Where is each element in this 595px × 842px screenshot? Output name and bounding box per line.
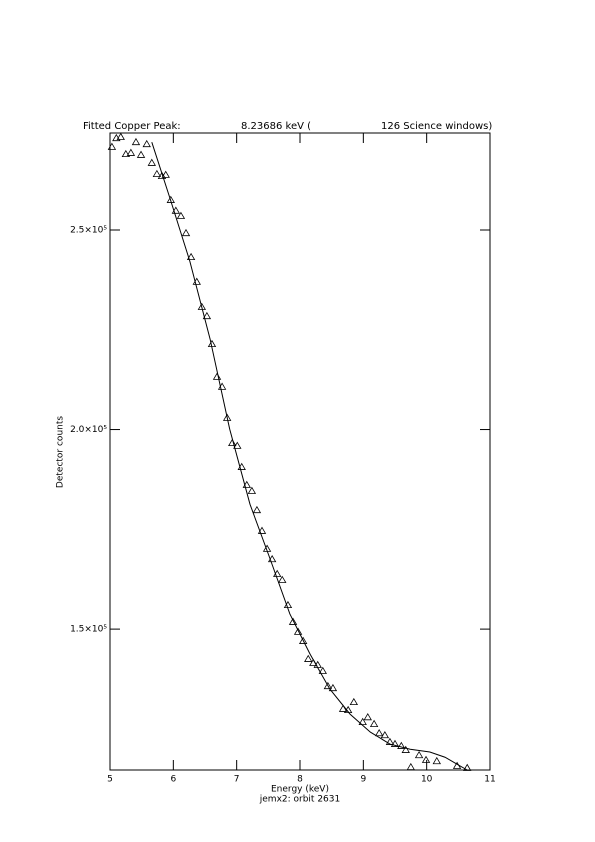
data-point xyxy=(288,617,298,625)
data-point xyxy=(432,756,441,765)
data-point xyxy=(374,728,384,737)
data-point xyxy=(252,505,262,514)
data-point xyxy=(328,683,338,692)
data-point xyxy=(166,195,175,203)
data-point xyxy=(369,719,379,728)
x-tick-label: 6 xyxy=(170,775,176,785)
data-point xyxy=(323,681,333,690)
data-point xyxy=(358,717,367,726)
data-point xyxy=(390,739,400,747)
data-point xyxy=(222,413,232,421)
data-point xyxy=(147,158,156,166)
x-axis-label: Energy (keV) xyxy=(271,785,329,795)
data-point xyxy=(397,741,406,749)
y-tick-label: 1.5×10⁵ xyxy=(70,625,107,635)
y-tick-label: 2.5×10⁵ xyxy=(70,225,107,235)
data-point xyxy=(293,627,303,635)
x-tick-label: 5 xyxy=(107,775,113,785)
data-point xyxy=(186,252,196,261)
data-point xyxy=(107,142,117,150)
data-point xyxy=(181,228,191,237)
y-axis-label: Detector counts xyxy=(56,416,66,488)
data-point xyxy=(136,150,146,158)
data-point xyxy=(363,713,372,721)
data-point xyxy=(278,575,287,583)
data-point xyxy=(421,755,431,763)
title-part: 8.23686 keV ( xyxy=(241,121,311,132)
x-tick-label: 9 xyxy=(360,775,366,785)
data-point xyxy=(298,636,308,644)
data-point xyxy=(463,763,472,771)
y-tick-label: 2.0×10⁵ xyxy=(70,425,107,435)
data-point xyxy=(414,750,424,759)
title-part: 126 Science windows) xyxy=(381,121,492,132)
data-point xyxy=(406,762,416,771)
data-point xyxy=(349,697,359,706)
data-point xyxy=(116,132,125,140)
data-point xyxy=(121,149,131,158)
data-point xyxy=(202,311,212,320)
data-point xyxy=(212,372,222,380)
data-point xyxy=(233,441,242,449)
data-point xyxy=(257,526,267,534)
x-tick-label: 7 xyxy=(234,775,240,785)
data-point xyxy=(197,302,207,310)
data-point xyxy=(176,211,186,219)
data-point xyxy=(318,666,327,674)
data-point xyxy=(228,438,237,447)
data-point xyxy=(401,745,410,753)
data-point xyxy=(126,148,136,156)
data-point xyxy=(152,169,162,178)
data-point xyxy=(161,170,170,178)
fit-curve xyxy=(151,142,468,771)
data-point xyxy=(380,730,390,739)
x-tick-label: 11 xyxy=(484,775,495,785)
data-point xyxy=(247,486,257,494)
title-part: Fitted Copper Peak: xyxy=(83,121,181,132)
data-point xyxy=(142,139,151,148)
data-point xyxy=(304,654,313,662)
x-tick-label: 8 xyxy=(297,775,303,785)
subtitle: jemx2: orbit 2631 xyxy=(259,795,340,805)
data-point xyxy=(131,137,141,146)
x-tick-label: 10 xyxy=(421,775,433,785)
